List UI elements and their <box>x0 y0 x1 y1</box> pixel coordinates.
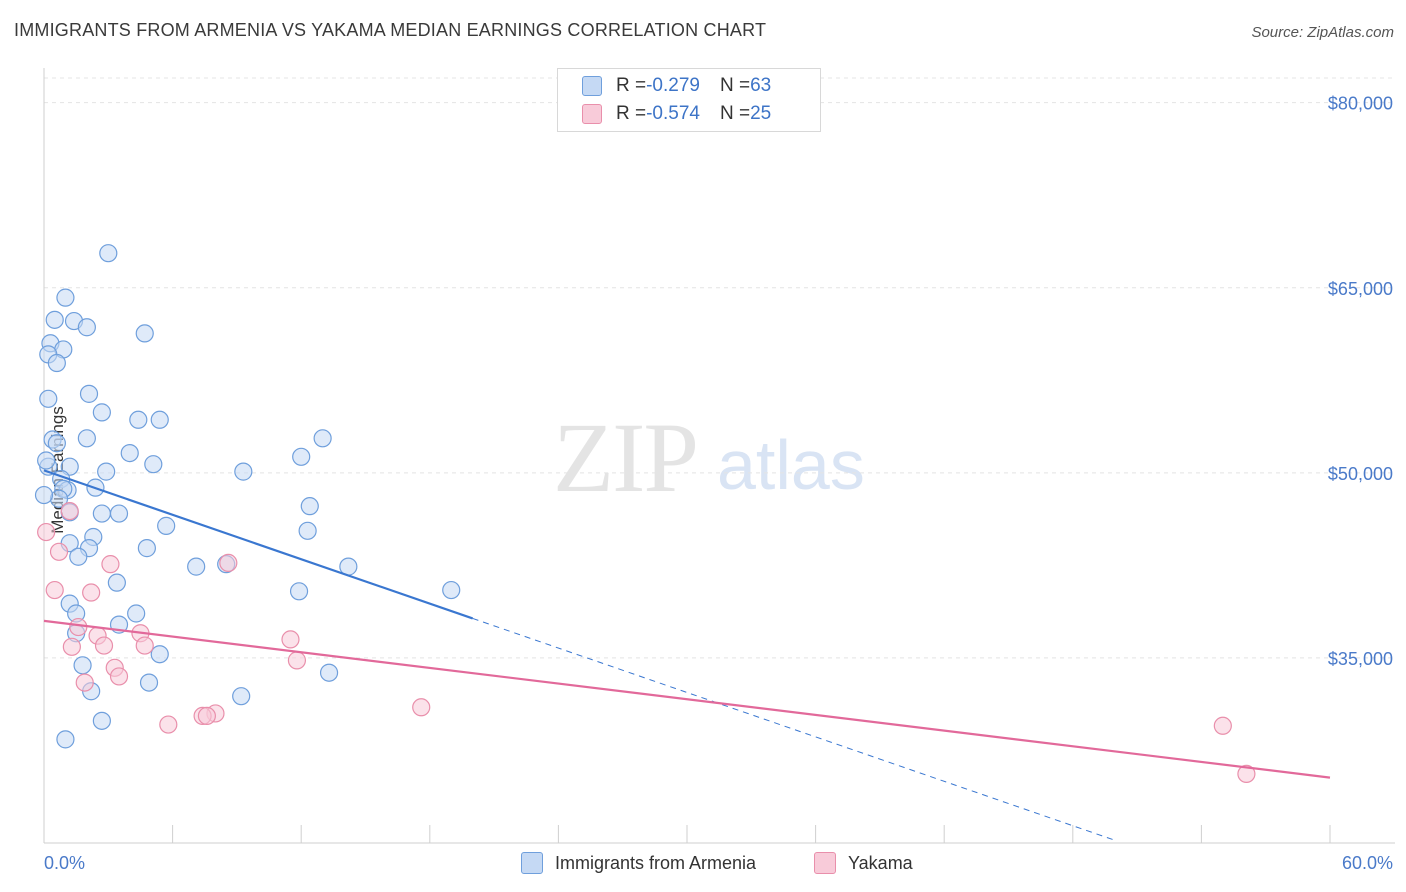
legend-n-value: 25 <box>750 103 772 124</box>
yakama-point <box>49 542 69 561</box>
yakama-point <box>45 580 64 600</box>
x-tick-label: 0.0% <box>44 853 85 873</box>
legend-n-value: 63 <box>750 75 772 96</box>
legend-swatch-yakama <box>582 104 602 124</box>
armenia-point <box>73 656 92 675</box>
correlation-legend: R = -0.279 N = 63 R = -0.574 N = 25 <box>557 68 821 132</box>
armenia-point <box>187 557 206 576</box>
armenia-point <box>45 310 64 329</box>
yakama-point <box>109 667 129 686</box>
yakama-point <box>135 636 154 655</box>
legend-r-value: -0.574 <box>646 103 700 124</box>
yakama-point <box>101 555 120 574</box>
watermark-zip: ZIP <box>553 402 699 513</box>
armenia-point <box>39 389 58 408</box>
armenia-point <box>232 687 251 706</box>
armenia-point <box>120 443 139 463</box>
y-tick-label: $50,000 <box>1328 464 1393 484</box>
yakama-point <box>75 673 94 692</box>
yakama-point <box>287 651 307 670</box>
armenia-point <box>97 462 116 481</box>
legend-n-label: N = <box>719 103 751 124</box>
armenia-point <box>234 462 253 481</box>
armenia-point <box>150 410 169 429</box>
source-label: Source: ZipAtlas.com <box>1251 24 1394 41</box>
armenia-point <box>56 730 75 749</box>
yakama-point <box>37 522 56 542</box>
bottom-legend-label-armenia: Immigrants from Armenia <box>555 852 757 873</box>
bottom-swatch-yakama <box>814 852 836 874</box>
armenia-point <box>139 673 159 692</box>
yakama-point <box>281 630 300 649</box>
bottom-legend-yakama: Yakama <box>814 852 913 874</box>
legend-r-label: R = <box>616 75 647 96</box>
legend-swatch-armenia <box>582 76 602 96</box>
watermark-atlas: atlas <box>717 426 865 504</box>
bottom-legend-label-yakama: Yakama <box>848 852 913 873</box>
armenia-point <box>92 504 111 523</box>
armenia-point <box>47 353 66 373</box>
legend-n-label: N = <box>719 75 751 96</box>
armenia-point <box>135 324 154 343</box>
armenia-point <box>60 457 79 476</box>
bottom-legend-armenia: Immigrants from Armenia <box>521 852 756 874</box>
armenia-point <box>79 384 99 403</box>
yakama-point <box>197 706 216 726</box>
armenia-point <box>319 663 339 682</box>
yakama-point <box>1237 764 1256 784</box>
armenia-point <box>157 516 176 535</box>
x-tick-label: 60.0% <box>1342 853 1393 873</box>
chart-title: IMMIGRANTS FROM ARMENIA VS YAKAMA MEDIAN… <box>14 20 767 40</box>
legend-r-label: R = <box>616 103 647 124</box>
armenia-point <box>92 403 111 422</box>
armenia-point <box>289 582 309 601</box>
y-tick-label: $35,000 <box>1328 649 1393 669</box>
armenia-point <box>127 604 146 623</box>
yakama-point <box>412 698 431 717</box>
armenia-point <box>292 447 311 466</box>
armenia-point <box>99 244 118 263</box>
bottom-swatch-armenia <box>521 852 543 874</box>
legend-row-armenia: R = -0.279 N = 63 <box>582 73 771 99</box>
armenia-point <box>92 711 111 730</box>
yakama-point <box>1213 716 1232 735</box>
armenia-point <box>109 504 129 523</box>
yakama-point <box>159 715 178 734</box>
armenia-point <box>47 434 66 453</box>
yakama-trend-line <box>43 619 1331 779</box>
armenia-point <box>298 521 317 540</box>
armenia-point <box>77 318 96 337</box>
armenia-point <box>69 547 88 566</box>
armenia-point <box>56 288 75 307</box>
armenia-point <box>37 451 56 470</box>
y-tick-label: $65,000 <box>1328 279 1393 299</box>
yakama-point <box>60 501 79 521</box>
legend-r-value: -0.279 <box>646 75 700 96</box>
legend-row-yakama: R = -0.574 N = 25 <box>582 101 771 127</box>
armenia-point <box>107 573 126 592</box>
armenia-point <box>144 455 163 474</box>
armenia-point <box>129 410 148 429</box>
armenia-point <box>77 429 96 448</box>
yakama-point <box>69 617 88 637</box>
armenia-point <box>150 645 169 664</box>
yakama-point <box>62 637 81 656</box>
y-tick-label: $80,000 <box>1328 94 1393 114</box>
armenia-point <box>313 429 332 448</box>
armenia-point <box>442 580 461 600</box>
armenia-point <box>137 539 156 558</box>
armenia-point <box>300 497 319 516</box>
armenia-point <box>34 485 54 505</box>
yakama-point <box>82 583 101 602</box>
yakama-point <box>219 553 238 573</box>
armenia-trend-line <box>43 469 474 620</box>
armenia-trend-extension <box>472 617 1116 842</box>
yakama-point <box>94 636 114 655</box>
